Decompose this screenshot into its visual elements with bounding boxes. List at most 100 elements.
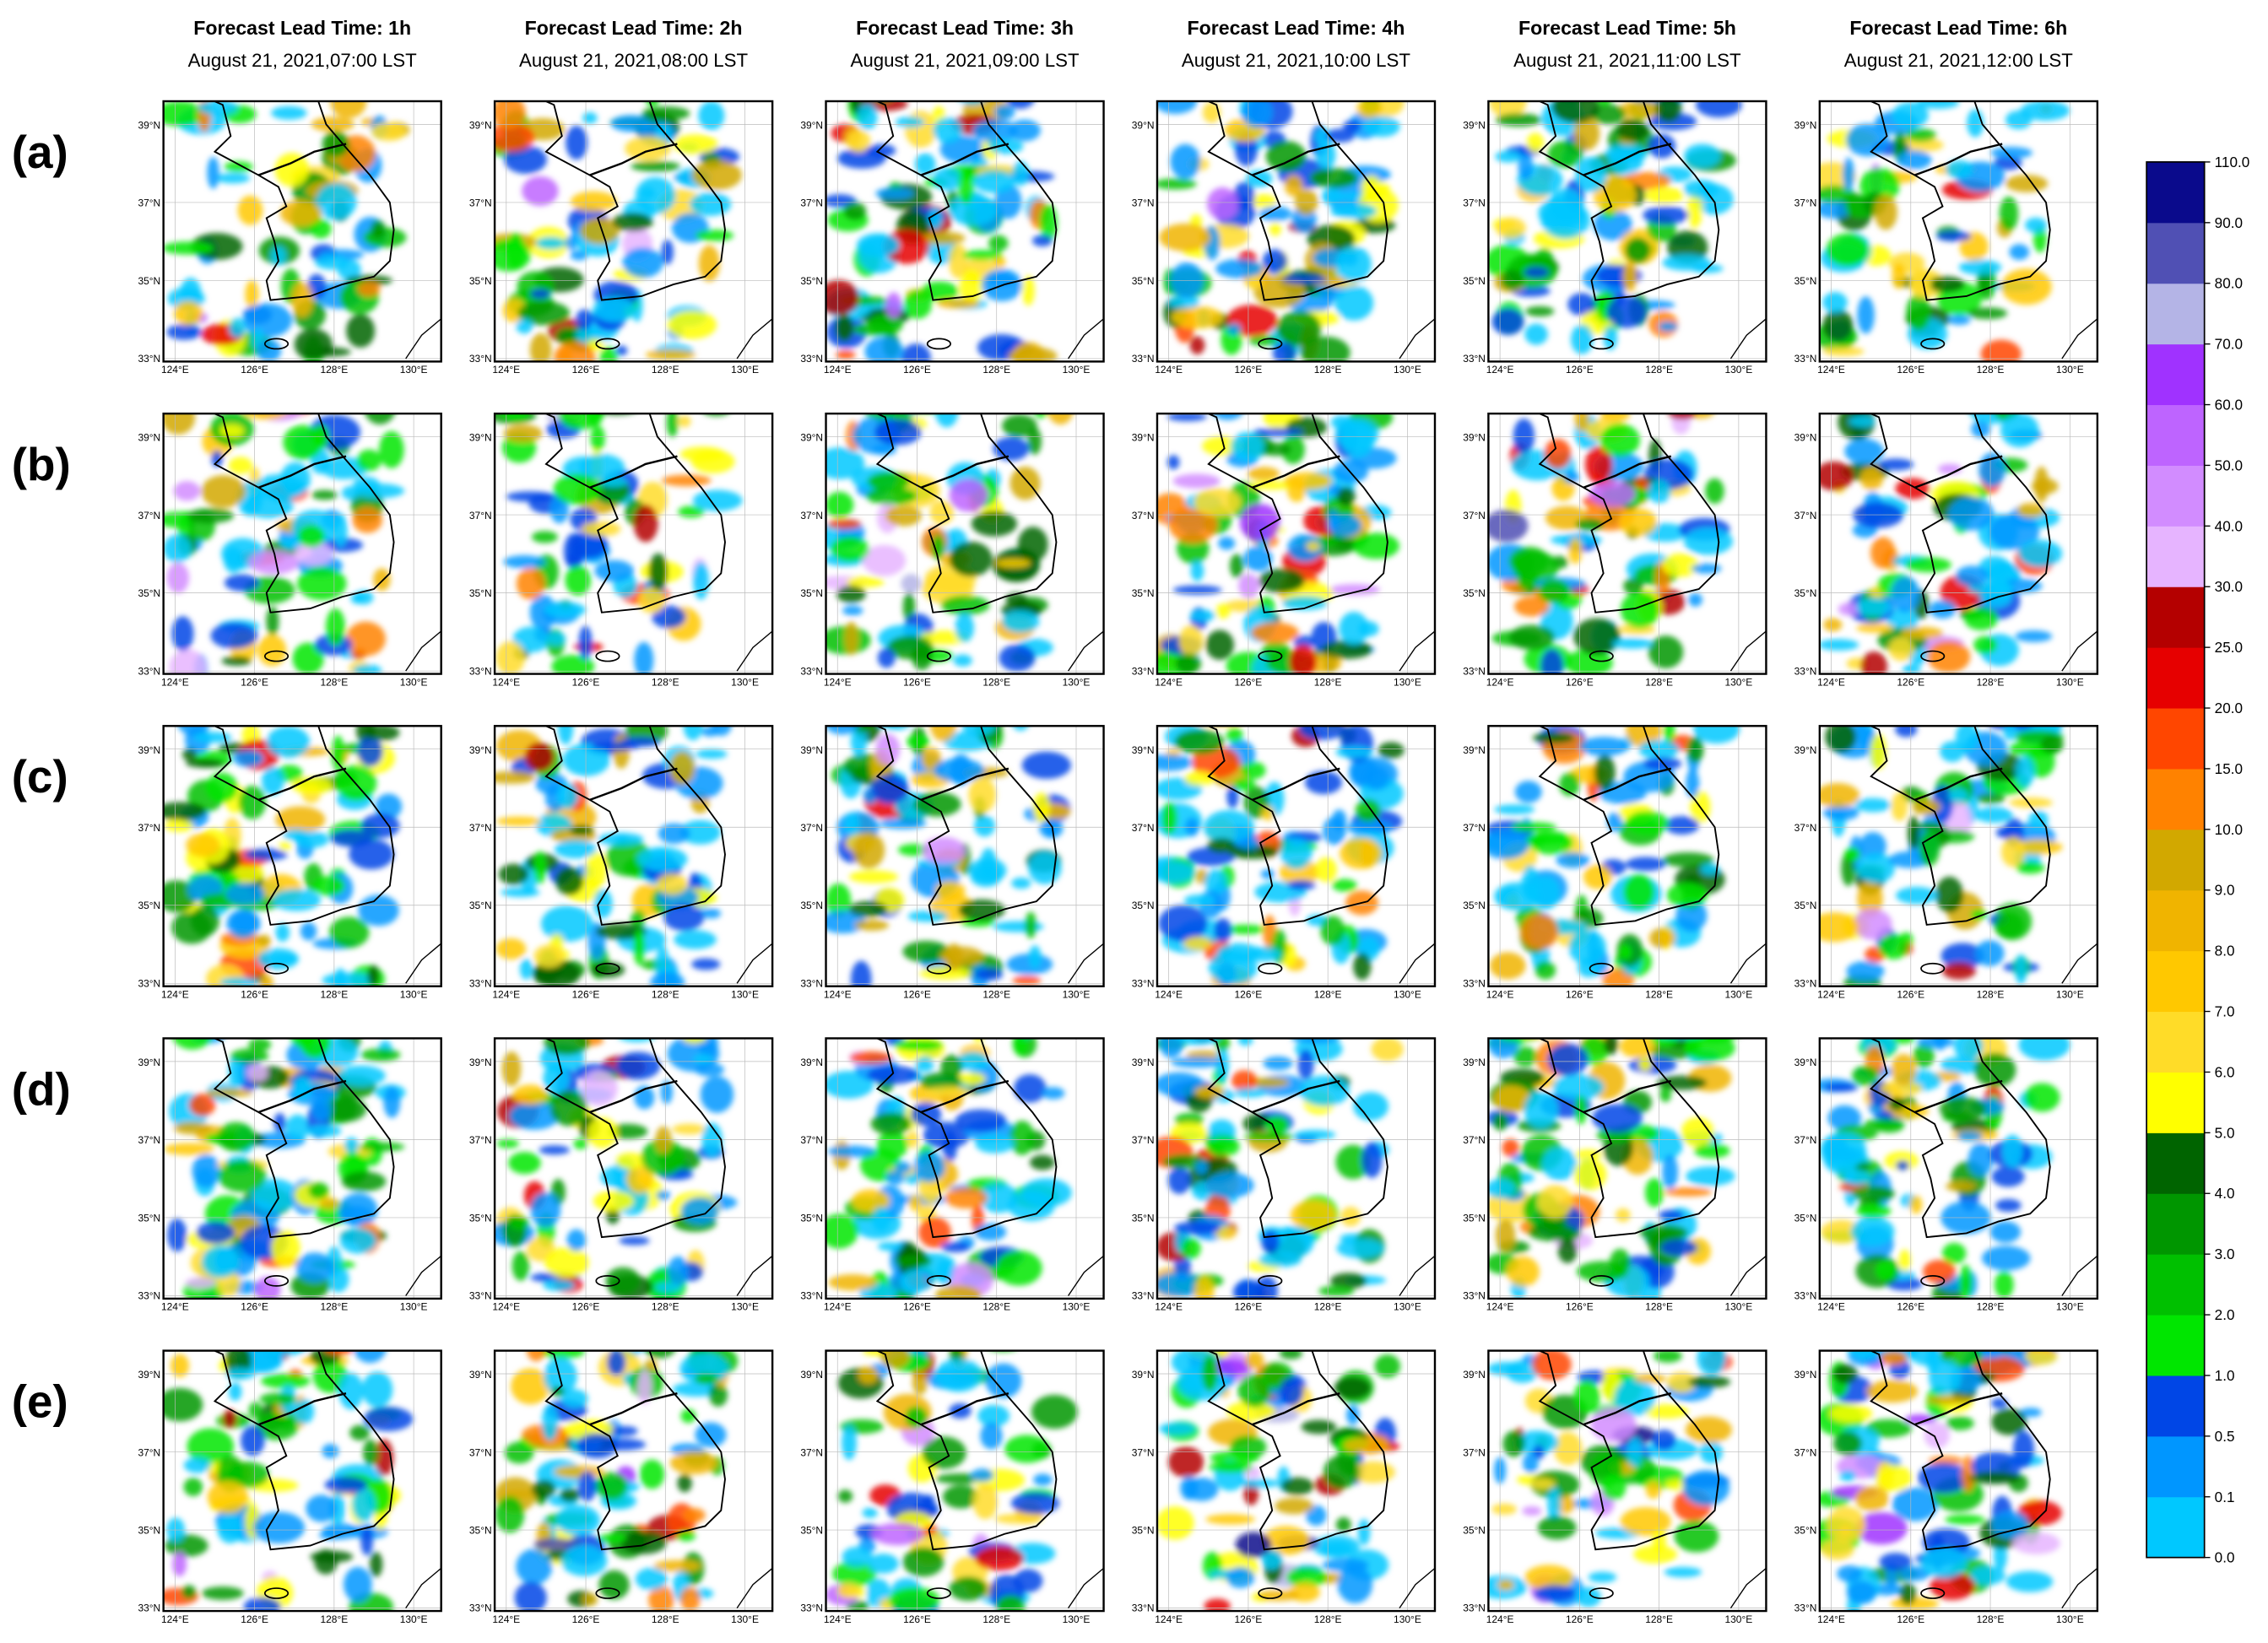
precip-cell <box>880 1350 911 1369</box>
lat-tick-label: 37°N <box>1794 822 1817 834</box>
precip-cell <box>1600 424 1640 457</box>
precip-cell <box>516 568 545 600</box>
precip-cell <box>1337 487 1356 506</box>
precip-cell <box>319 1197 339 1209</box>
precip-cell <box>913 1151 945 1182</box>
precip-cell <box>857 102 878 130</box>
precip-cell <box>1856 623 1895 633</box>
precip-cell <box>1495 1219 1516 1251</box>
precip-cell <box>1643 757 1682 770</box>
column-title: Forecast Lead Time: 5h <box>1518 17 1736 39</box>
precip-cell <box>1013 1073 1047 1103</box>
precip-cell <box>1939 1096 1987 1121</box>
precip-cell <box>842 1425 857 1461</box>
colorbar-label: 40.0 <box>2215 517 2243 534</box>
precip-cell <box>326 1097 367 1122</box>
precip-cell <box>902 940 950 963</box>
precip-cell <box>2018 539 2063 568</box>
precip-cell <box>202 1245 240 1278</box>
precip-cell <box>1364 765 1389 790</box>
precip-cell <box>1231 1070 1258 1092</box>
precip-cell <box>1280 1477 1314 1495</box>
precip-cell <box>367 965 380 986</box>
precip-cell <box>842 605 863 616</box>
precip-cell <box>615 1152 646 1170</box>
precip-cell <box>1158 905 1208 942</box>
lat-tick-label: 37°N <box>1463 1446 1486 1458</box>
precip-cell <box>1575 1586 1601 1608</box>
precip-cell <box>1248 480 1295 490</box>
precip-cell <box>173 300 203 326</box>
precip-cell <box>1339 612 1369 646</box>
colorbar-segment <box>2146 950 2205 1013</box>
lat-tick-label: 39°N <box>800 1057 823 1068</box>
precip-cell <box>257 635 287 667</box>
precip-cell <box>1649 1038 1680 1047</box>
precip-cell <box>894 1254 933 1267</box>
precip-field <box>1488 413 1767 674</box>
precip-cell <box>343 1566 372 1602</box>
precip-cell <box>1668 413 1697 420</box>
precip-cell <box>696 749 728 759</box>
precip-cell <box>1289 644 1317 674</box>
precip-cell <box>495 100 526 130</box>
precip-cell <box>1502 1138 1519 1158</box>
precip-cell <box>1948 788 1968 803</box>
precip-cell <box>1991 1511 2029 1539</box>
precip-cell <box>1517 570 1540 591</box>
precip-cell <box>902 1547 945 1577</box>
lon-tick-label: 124°E <box>1486 1613 1514 1625</box>
precip-cell <box>330 830 373 847</box>
precip-cell <box>341 485 360 500</box>
precip-cell <box>1693 726 1740 744</box>
precip-cell <box>1176 1038 1219 1046</box>
precip-cell <box>1161 802 1177 835</box>
precip-cell <box>905 111 937 149</box>
precip-cell <box>677 1473 692 1493</box>
precip-cell <box>1180 1476 1199 1500</box>
precip-cell <box>862 544 907 576</box>
precip-cell <box>895 1161 912 1174</box>
lon-tick-label: 124°E <box>824 1613 852 1625</box>
precip-cell <box>2009 797 2053 808</box>
lat-tick-label: 33°N <box>1794 1290 1817 1302</box>
precip-cell <box>1854 1486 1889 1511</box>
precip-cell <box>913 792 961 817</box>
precip-cell <box>223 547 244 574</box>
lon-tick-label: 126°E <box>903 1613 931 1625</box>
precip-cell <box>669 1451 718 1475</box>
precip-cell <box>1166 413 1207 422</box>
precip-cell <box>1989 1221 2022 1243</box>
precip-cell <box>279 840 292 851</box>
precip-cell <box>1820 1132 1867 1170</box>
precip-cell <box>690 192 732 216</box>
precip-cell <box>701 908 722 919</box>
precip-cell <box>330 100 367 119</box>
precip-cell <box>495 640 525 674</box>
precip-cell <box>1309 167 1358 188</box>
precip-cell <box>590 425 605 451</box>
precip-cell <box>620 1531 667 1554</box>
colorbar-frame <box>2146 161 2206 1559</box>
precip-cell <box>1522 1505 1542 1516</box>
precip-cell <box>294 328 333 361</box>
precip-cell <box>637 1370 652 1405</box>
precip-cell <box>1346 1405 1360 1425</box>
precip-cell <box>1683 143 1721 168</box>
lat-tick-label: 37°N <box>1463 510 1486 522</box>
colorbar-segment <box>2146 1254 2205 1316</box>
precip-cell <box>922 1436 966 1469</box>
precip-cell <box>1025 911 1037 939</box>
precip-cell <box>544 602 587 618</box>
precip-cell <box>1694 1143 1730 1159</box>
colorbar: 0.00.10.51.02.03.04.05.06.07.08.09.010.0… <box>2146 154 2249 1566</box>
precip-cell <box>661 239 674 265</box>
precip-cell <box>238 785 267 819</box>
precip-cell <box>907 734 930 749</box>
lat-tick-label: 37°N <box>469 510 492 522</box>
precip-cell <box>680 1197 719 1224</box>
lat-tick-label: 39°N <box>1794 1057 1817 1068</box>
precip-blobs <box>163 413 405 674</box>
precip-cell <box>1565 649 1613 674</box>
lat-tick-label: 39°N <box>1132 120 1155 132</box>
